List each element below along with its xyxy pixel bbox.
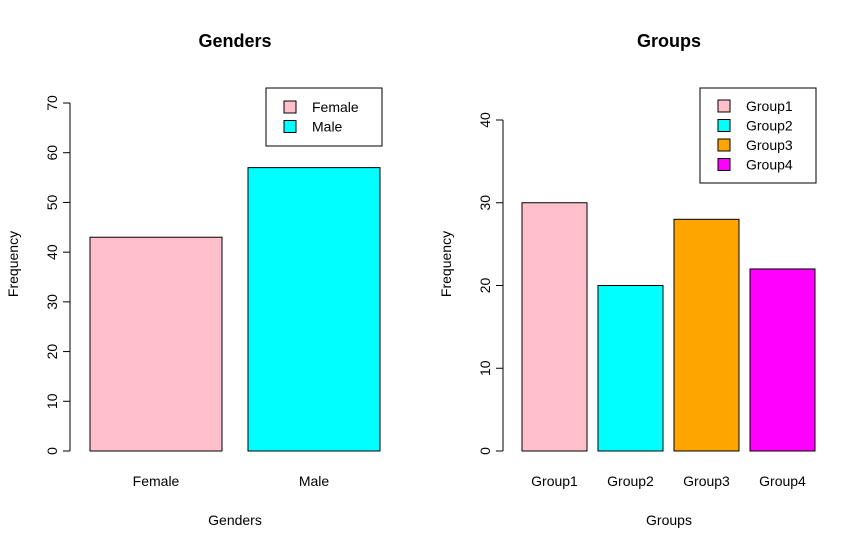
legend-swatch <box>717 99 731 113</box>
legend: Female Male <box>265 87 383 147</box>
y-tick-label: 20 <box>44 344 60 360</box>
y-tick-label: 30 <box>44 294 60 310</box>
x-tick-label: Group3 <box>683 473 730 489</box>
bar-group1 <box>521 202 588 452</box>
y-axis-label: Frequency <box>438 231 454 297</box>
y-tick-label: 10 <box>44 393 60 409</box>
legend-label: Group3 <box>746 137 793 153</box>
x-tick-label: Group4 <box>759 473 806 489</box>
legend-swatch <box>717 119 731 132</box>
legend-label: Female <box>312 99 359 115</box>
bar-female <box>89 236 223 452</box>
genders-panel: Genders Genders Frequency 0 10 20 30 40 50 60 7… <box>5 31 383 528</box>
y-tick-label: 70 <box>44 95 60 111</box>
y-tick-label: 40 <box>477 112 493 128</box>
x-axis-label: Genders <box>208 512 262 528</box>
legend: Group1 Group2 Group3 Group4 <box>699 87 817 184</box>
legend-label: Group1 <box>746 98 793 114</box>
y-tick-label: 10 <box>477 360 493 376</box>
legend-label: Group4 <box>746 157 793 173</box>
bar-male <box>247 167 381 452</box>
y-tick-label: 50 <box>44 194 60 210</box>
bar-group2 <box>597 285 664 452</box>
legend-label: Male <box>312 119 343 135</box>
y-tick-label: 20 <box>477 278 493 294</box>
x-tick-label: Male <box>299 473 330 489</box>
legend-swatch <box>283 120 297 133</box>
x-tick-label: Female <box>133 473 180 489</box>
chart-title: Groups <box>637 31 701 51</box>
y-tick-label: 0 <box>44 447 60 455</box>
legend-swatch <box>717 138 731 152</box>
x-tick-label: Group2 <box>607 473 654 489</box>
legend-label: Group2 <box>746 118 793 134</box>
legend-swatch <box>283 100 297 114</box>
legend-box <box>265 87 383 147</box>
chart-title: Genders <box>198 31 271 51</box>
y-axis-label: Frequency <box>5 231 21 297</box>
bar-group4 <box>749 268 816 452</box>
y-tick-label: 60 <box>44 145 60 161</box>
bar-group3 <box>673 218 740 452</box>
x-tick-label: Group1 <box>531 473 578 489</box>
legend-swatch <box>717 158 731 171</box>
y-tick-label: 40 <box>44 244 60 260</box>
y-tick-label: 30 <box>477 195 493 211</box>
y-tick-label: 0 <box>477 447 493 455</box>
x-axis-label: Groups <box>646 512 692 528</box>
